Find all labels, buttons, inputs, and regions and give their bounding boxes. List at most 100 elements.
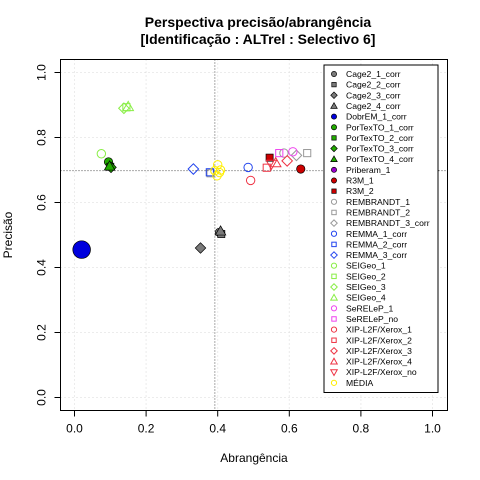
data-point-26-0 — [281, 154, 294, 167]
legend-label-14: REMBRANDT_3_corr — [346, 218, 430, 228]
chart-subtitle: [Identificação : ALTrel : Selectivo 6] — [141, 31, 376, 47]
legend-marker-6 — [331, 135, 337, 141]
data-point-23-0 — [275, 149, 284, 158]
x-axis: 0.0 0.2 0.4 0.6 0.8 1.0 — [66, 410, 441, 436]
data-point-11-0 — [265, 153, 274, 162]
data-point-18-0 — [96, 149, 107, 159]
legend-box — [323, 64, 439, 393]
legend-marker-25 — [331, 337, 337, 343]
legend-marker-16 — [331, 241, 337, 248]
legend-label-29: MÉDIA — [346, 378, 373, 388]
y-axis-label: Precisão — [1, 211, 15, 258]
x-tick-label-2: 0.4 — [209, 422, 226, 436]
legend-label-18: SEIGeo_1 — [346, 261, 386, 271]
legend-label-12: REMBRANDT_1 — [346, 197, 410, 207]
x-tick-label-3: 0.6 — [281, 422, 298, 436]
legend-marker-5 — [331, 124, 337, 131]
chart-title: Perspectiva precisão/abrangência — [145, 14, 372, 30]
legend-marker-11 — [331, 188, 337, 194]
legend-marker-2 — [330, 91, 338, 100]
data-point-21-0 — [122, 100, 135, 112]
legend-marker-14 — [330, 219, 338, 228]
legend-marker-0 — [331, 71, 337, 77]
legend-marker-23 — [331, 316, 337, 322]
legend-marker-20 — [330, 283, 338, 291]
data-point-27-0 — [269, 156, 282, 168]
legend-label-25: XIP-L2F/Xerox_2 — [346, 335, 412, 345]
data-point-22-0 — [288, 147, 298, 157]
legend-marker-13 — [331, 209, 337, 216]
y-tick-label-0: 0.0 — [35, 389, 49, 406]
legend-marker-29 — [330, 379, 338, 386]
data-point-10-0 — [296, 164, 306, 174]
legend-label-28: XIP-L2F/Xerox_no — [346, 367, 417, 377]
y-tick-label-5: 1.0 — [35, 64, 49, 81]
y-tick-label-1: 0.2 — [35, 324, 49, 341]
data-point-14-0 — [290, 149, 303, 162]
legend-label-13: REMBRANDT_2 — [346, 207, 410, 217]
data-point-12-0 — [279, 148, 289, 158]
legend-label-11: R3M_2 — [346, 186, 374, 196]
legend-label-2: Cage2_3_corr — [346, 90, 401, 100]
legend-marker-17 — [330, 251, 338, 260]
x-tick-label-4: 0.8 — [353, 422, 370, 436]
legend-label-1: Cage2_2_corr — [346, 80, 401, 90]
legend-marker-19 — [331, 273, 337, 280]
legend-marker-26 — [330, 346, 338, 355]
x-tick-label-5: 1.0 — [424, 422, 441, 436]
legend-label-27: XIP-L2F/Xerox_4 — [346, 357, 412, 367]
data-point-15-0 — [243, 162, 253, 173]
y-tick-label-2: 0.4 — [35, 259, 49, 276]
legend-marker-9 — [331, 166, 337, 173]
data-point-24-0 — [245, 175, 256, 186]
legend-marker-28 — [329, 369, 339, 377]
legend-label-16: REMMA_2_corr — [346, 239, 407, 249]
y-axis: 0.0 0.2 0.4 0.6 0.8 1.0 — [35, 64, 61, 406]
legend-marker-10 — [331, 177, 337, 184]
legend-label-22: SeRELeP_1 — [346, 303, 394, 313]
data-point-2-0 — [194, 242, 207, 254]
legend-label-9: Priberam_1 — [346, 165, 391, 175]
legend-label-23: SeRELeP_no — [346, 314, 398, 324]
y-tick-label-3: 0.6 — [35, 194, 49, 211]
legend-label-15: REMMA_1_corr — [346, 229, 407, 239]
data-point-8-0 — [103, 160, 116, 171]
x-tick-label-1: 0.2 — [138, 422, 155, 436]
legend-label-21: SEIGeo_4 — [346, 293, 386, 303]
legend-marker-15 — [330, 230, 338, 237]
data-point-20-0 — [117, 102, 130, 115]
legend-label-3: Cage2_4_corr — [346, 101, 401, 111]
legend-marker-24 — [330, 326, 338, 333]
data-point-29-4 — [215, 165, 226, 175]
x-axis-label: Abrangência — [220, 451, 288, 465]
data-point-16-0 — [205, 168, 214, 177]
y-tick-label-4: 0.8 — [35, 129, 49, 146]
legend-marker-3 — [330, 101, 338, 109]
legend-label-0: Cage2_1_corr — [346, 69, 401, 79]
legend-marker-4 — [331, 113, 337, 120]
legend-label-17: REMMA_3_corr — [346, 250, 407, 260]
data-point-28-0 — [265, 159, 278, 171]
legend-label-5: PorTexTO_1_corr — [346, 122, 414, 132]
data-point-29-0 — [210, 165, 220, 176]
legend-label-4: DobrEM_1_corr — [346, 112, 407, 122]
data-point-17-0 — [187, 163, 200, 175]
legend-marker-18 — [330, 262, 338, 269]
legend-label-7: PorTexTO_3_corr — [346, 144, 414, 154]
legend-label-19: SEIGeo_2 — [346, 271, 386, 281]
legend-marker-1 — [331, 82, 337, 88]
data-point-13-1 — [303, 149, 312, 158]
legend-marker-12 — [330, 198, 338, 205]
legend-label-26: XIP-L2F/Xerox_3 — [346, 346, 412, 356]
legend-marker-27 — [329, 357, 339, 365]
legend-label-20: SEIGeo_3 — [346, 282, 386, 292]
legend-marker-22 — [330, 305, 338, 312]
data-point-4-0 — [72, 240, 91, 259]
legend-label-6: PorTexTO_2_corr — [346, 133, 414, 143]
data-point-3-0 — [214, 225, 227, 236]
legend-label-24: XIP-L2F/Xerox_1 — [346, 325, 412, 335]
legend-marker-8 — [330, 155, 338, 162]
x-tick-label-0: 0.0 — [66, 422, 83, 436]
legend-marker-7 — [330, 144, 338, 153]
